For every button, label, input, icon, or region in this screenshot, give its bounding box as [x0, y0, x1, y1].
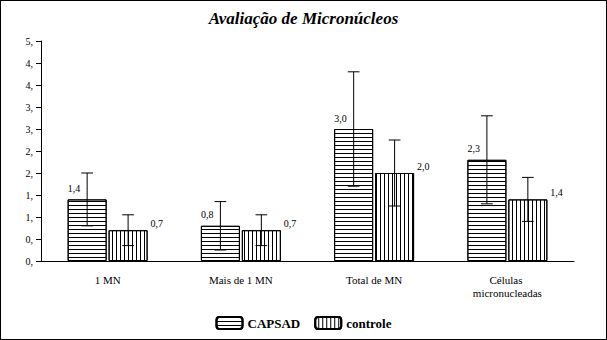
svg-text:2,: 2,	[26, 168, 34, 179]
svg-text:4,: 4,	[26, 58, 34, 69]
svg-text:CAPSAD: CAPSAD	[248, 316, 301, 331]
svg-text:3,: 3,	[26, 124, 34, 135]
svg-text:3,0: 3,0	[334, 113, 347, 124]
svg-text:1 MN: 1 MN	[95, 274, 121, 286]
svg-text:Mais de 1 MN: Mais de 1 MN	[209, 274, 273, 286]
svg-text:Células: Células	[490, 274, 526, 286]
svg-text:1,4: 1,4	[68, 183, 81, 194]
svg-text:Avaliação de Micronúcleos: Avaliação de Micronúcleos	[208, 9, 399, 28]
svg-text:4,: 4,	[26, 80, 34, 91]
svg-text:3,: 3,	[26, 102, 34, 113]
svg-text:0,7: 0,7	[151, 218, 164, 229]
svg-text:1,4: 1,4	[550, 187, 563, 198]
svg-text:controle: controle	[346, 316, 391, 331]
svg-text:5,: 5,	[26, 36, 34, 47]
svg-text:0,: 0,	[26, 234, 34, 245]
svg-text:2,3: 2,3	[467, 143, 480, 154]
svg-text:0,8: 0,8	[201, 209, 214, 220]
svg-text:0,: 0,	[26, 256, 34, 267]
svg-text:0,7: 0,7	[284, 218, 297, 229]
svg-text:1,: 1,	[26, 190, 34, 201]
svg-text:2,0: 2,0	[417, 161, 430, 172]
svg-text:micronucleadas: micronucleadas	[473, 287, 542, 299]
svg-text:2,: 2,	[26, 146, 34, 157]
svg-text:1,: 1,	[26, 212, 34, 223]
svg-text:Total de MN: Total de MN	[346, 274, 402, 286]
